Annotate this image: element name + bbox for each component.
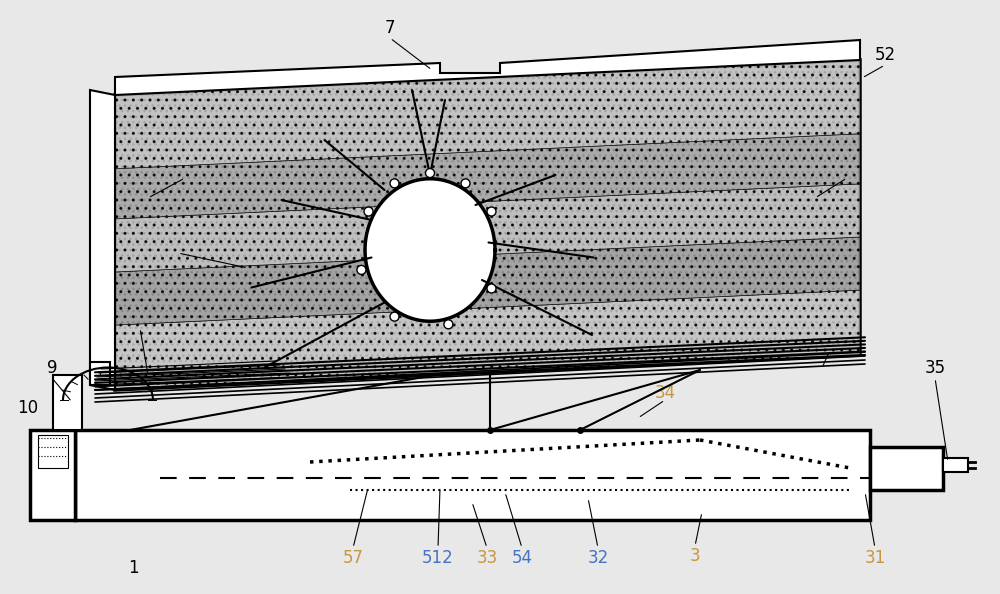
Text: 32: 32 — [587, 549, 609, 567]
Polygon shape — [115, 40, 860, 95]
Text: 10: 10 — [17, 399, 39, 417]
Polygon shape — [30, 430, 75, 520]
Polygon shape — [115, 60, 860, 390]
Circle shape — [364, 207, 373, 216]
Circle shape — [487, 284, 496, 293]
Text: 34: 34 — [654, 384, 676, 402]
Polygon shape — [90, 362, 110, 385]
Text: 35: 35 — [924, 359, 946, 377]
Polygon shape — [115, 60, 860, 169]
Text: 51: 51 — [137, 179, 159, 197]
Circle shape — [390, 312, 399, 321]
Polygon shape — [75, 430, 870, 520]
Circle shape — [426, 169, 434, 178]
Circle shape — [390, 179, 399, 188]
Text: 57: 57 — [342, 549, 364, 567]
Text: 1: 1 — [128, 559, 138, 577]
Circle shape — [461, 179, 470, 188]
Polygon shape — [53, 375, 82, 430]
Text: 52: 52 — [874, 46, 896, 64]
Polygon shape — [115, 134, 860, 219]
Text: 36: 36 — [129, 311, 151, 329]
Text: 2: 2 — [825, 331, 835, 349]
Polygon shape — [115, 290, 860, 390]
Text: 33: 33 — [476, 549, 498, 567]
Polygon shape — [870, 447, 943, 490]
Circle shape — [357, 266, 366, 274]
Text: 3: 3 — [690, 547, 700, 565]
Circle shape — [487, 207, 496, 216]
Text: 6: 6 — [110, 123, 120, 141]
Text: 31: 31 — [864, 549, 886, 567]
Text: 9: 9 — [47, 359, 57, 377]
Polygon shape — [115, 184, 860, 272]
Polygon shape — [943, 458, 968, 472]
Polygon shape — [115, 237, 860, 325]
Text: 5: 5 — [173, 234, 183, 252]
Text: 4: 4 — [842, 159, 852, 177]
Circle shape — [444, 320, 453, 329]
Text: 512: 512 — [422, 549, 454, 567]
Polygon shape — [365, 179, 495, 321]
Text: 54: 54 — [512, 549, 532, 567]
Text: 7: 7 — [385, 19, 395, 37]
Polygon shape — [90, 90, 115, 390]
